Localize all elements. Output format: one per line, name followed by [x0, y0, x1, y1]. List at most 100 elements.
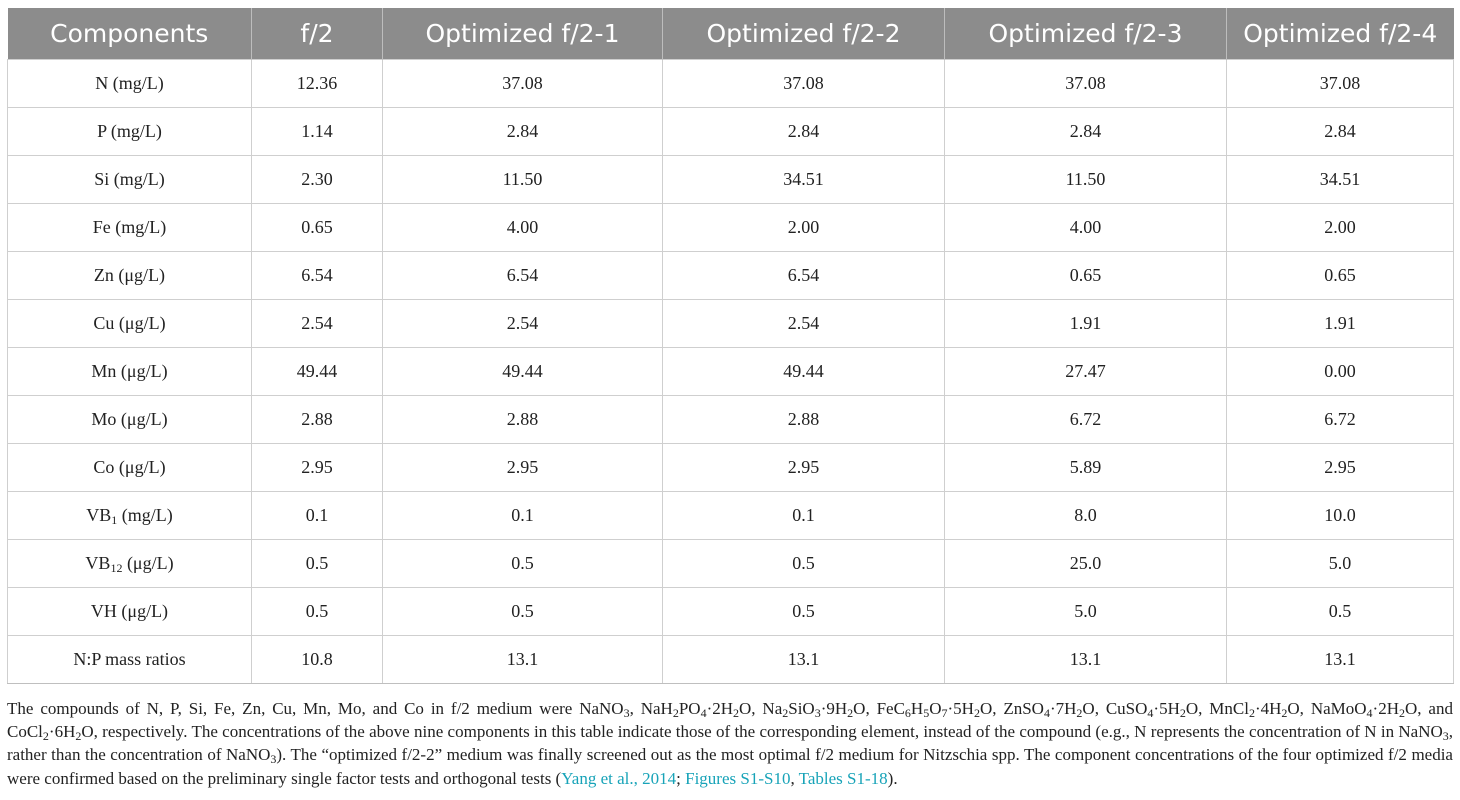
row-label-text: Mo (μg/L): [91, 409, 168, 429]
row-label-text: Mn (μg/L): [91, 361, 168, 381]
table-cell: 0.5: [251, 539, 383, 588]
footnote-text: O, CuSO: [1082, 699, 1148, 718]
row-label-unit: (μg/L): [122, 553, 174, 573]
table-row: Si (mg/L) 2.30 11.50 34.51 11.50 34.51: [7, 155, 1454, 204]
row-label: P (mg/L): [7, 107, 252, 156]
footnote-subscript: 2: [1281, 706, 1288, 720]
table-cell: 6.54: [382, 251, 663, 300]
footnote-text: , rather than the concentration of NaNO: [7, 722, 1453, 765]
table-cell: 2.54: [662, 299, 945, 348]
table-cell: 4.00: [382, 203, 663, 252]
table-cell: 2.30: [251, 155, 383, 204]
footnote-subscript: 4: [1147, 706, 1154, 720]
table-cell: 5.0: [944, 587, 1227, 636]
components-table: Components f/2 Optimized f/2-1 Optimized…: [7, 8, 1454, 684]
reference-link[interactable]: Figures S1-S10: [685, 768, 791, 788]
table-cell: 2.95: [1226, 443, 1454, 492]
footnote-subscript: 2: [42, 729, 49, 744]
table-cell: 2.54: [251, 299, 383, 348]
table-cell: 0.5: [662, 539, 945, 588]
table-cell: 12.36: [251, 59, 383, 108]
footnote-text: ·5H: [947, 699, 974, 718]
row-label: Zn (μg/L): [7, 251, 252, 300]
table-cell: 5.0: [1226, 539, 1454, 588]
table-row: N:P mass ratios 10.8 13.1 13.1 13.1 13.1: [7, 635, 1454, 684]
table-cell: 5.89: [944, 443, 1227, 492]
row-label-text: Co (μg/L): [93, 457, 166, 477]
table-cell: 2.88: [382, 395, 663, 444]
row-label: VH (μg/L): [7, 587, 252, 636]
table-cell: 10.0: [1226, 491, 1454, 540]
footnote-text: ·7H: [1049, 699, 1077, 718]
table-cell: 0.65: [944, 251, 1227, 300]
row-label: N:P mass ratios: [7, 635, 252, 684]
footnote-text: ·2H: [1372, 699, 1399, 718]
table-row: Cu (μg/L) 2.54 2.54 2.54 1.91 1.91: [7, 299, 1454, 348]
footnote-text: ·2H: [706, 699, 734, 718]
table-cell: 13.1: [944, 635, 1227, 684]
table-row: Zn (μg/L) 6.54 6.54 6.54 0.65 0.65: [7, 251, 1454, 300]
table-cell: 11.50: [382, 155, 663, 204]
footnote-subscript: 2: [1248, 706, 1255, 720]
footnote-subscript: 2: [847, 706, 854, 720]
table-cell: 49.44: [382, 347, 663, 396]
row-label-text: VB: [85, 553, 111, 573]
footnote-subscript: 3: [814, 706, 821, 720]
table-cell: 34.51: [662, 155, 945, 204]
row-label: Si (mg/L): [7, 155, 252, 204]
table-cell: 6.54: [251, 251, 383, 300]
row-label-text: Zn (μg/L): [93, 265, 166, 285]
table-cell: 13.1: [1226, 635, 1454, 684]
footnote-subscript: 2: [973, 706, 980, 720]
table-row: P (mg/L) 1.14 2.84 2.84 2.84 2.84: [7, 107, 1454, 156]
header-optimized-f2-3: Optimized f/2-3: [944, 8, 1227, 60]
row-label-subscript: 12: [110, 561, 123, 575]
footnote-subscript: 2: [1076, 706, 1083, 720]
table-cell: 37.08: [1226, 59, 1454, 108]
row-label-text: VH (μg/L): [90, 601, 169, 621]
reference-link[interactable]: Tables S1-18: [798, 768, 888, 788]
footnote-text: The compounds of N, P, Si, Fe, Zn, Cu, M…: [7, 699, 624, 718]
table-row: Fe (mg/L) 0.65 4.00 2.00 4.00 2.00: [7, 203, 1454, 252]
footnote-text: ·6H: [48, 722, 76, 742]
table-cell: 2.84: [1226, 107, 1454, 156]
footnote-text: ). The “optimized f/2-2” medium was fina…: [7, 745, 1453, 788]
table-cell: 10.8: [251, 635, 383, 684]
table-cell: 0.65: [1226, 251, 1454, 300]
row-label-text: N (mg/L): [95, 73, 164, 93]
table-cell: 0.1: [662, 491, 945, 540]
footnote-subscript: 3: [623, 706, 630, 720]
table-cell: 49.44: [251, 347, 383, 396]
table-cell: 2.95: [662, 443, 945, 492]
header-components: Components: [7, 8, 252, 60]
table-cell: 27.47: [944, 347, 1227, 396]
table-cell: 0.5: [1226, 587, 1454, 636]
row-label: VB12 (μg/L): [7, 539, 252, 588]
footnote-subscript: 2: [672, 706, 679, 720]
table-cell: 1.91: [1226, 299, 1454, 348]
table-footnote: The compounds of N, P, Si, Fe, Zn, Cu, M…: [7, 697, 1453, 790]
table-cell: 2.84: [382, 107, 663, 156]
footnote-text: O, and CoCl: [7, 699, 1453, 742]
table-cell: 34.51: [1226, 155, 1454, 204]
table-cell: 2.00: [662, 203, 945, 252]
row-label-text: Cu (μg/L): [93, 313, 166, 333]
footnote-subscript: 6: [904, 706, 911, 720]
table-row: Co (μg/L) 2.95 2.95 2.95 5.89 2.95: [7, 443, 1454, 492]
footnote-text: ,: [790, 768, 799, 788]
reference-link[interactable]: Yang et al., 2014: [561, 768, 677, 788]
footnote-text: O, Na: [739, 699, 783, 718]
footnote-subscript: 2: [782, 706, 789, 720]
footnote-text: ·5H: [1153, 699, 1180, 718]
table-cell: 4.00: [944, 203, 1227, 252]
table-cell: 0.00: [1226, 347, 1454, 396]
footnote-text: O, ZnSO: [979, 699, 1044, 718]
table-cell: 1.91: [944, 299, 1227, 348]
table-cell: 37.08: [944, 59, 1227, 108]
row-label-text: VB: [86, 505, 112, 525]
table-cell: 11.50: [944, 155, 1227, 204]
row-label-text: Si (mg/L): [94, 169, 165, 189]
table-cell: 2.84: [662, 107, 945, 156]
table-cell: 0.1: [251, 491, 383, 540]
table-body: N (mg/L) 12.36 37.08 37.08 37.08 37.08 P (mg/L…: [7, 59, 1454, 684]
